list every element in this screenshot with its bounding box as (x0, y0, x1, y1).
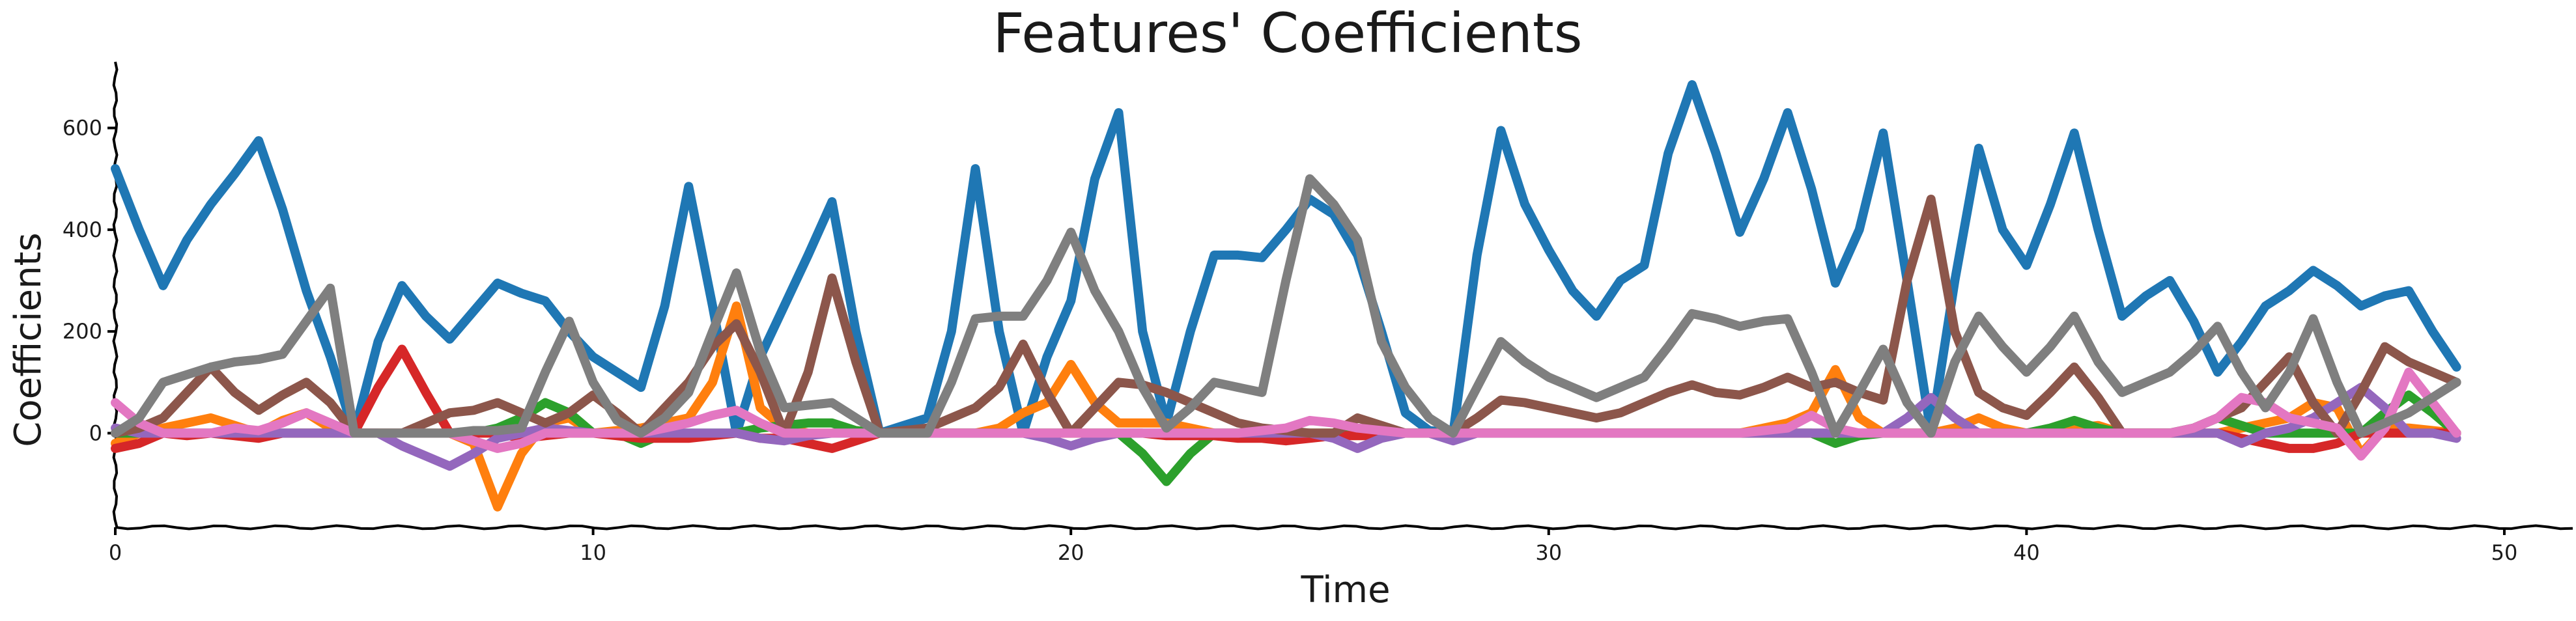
x-tick-label: 10 (580, 540, 606, 565)
x-tick-label: 30 (1535, 540, 1562, 565)
chart-title: Features' Coefficients (993, 1, 1582, 65)
x-axis-line (115, 524, 2573, 531)
y-axis-line (112, 61, 119, 528)
y-tick-label: 0 (89, 421, 102, 445)
x-tick-label: 50 (2491, 540, 2518, 565)
x-axis-label: Time (1300, 569, 1390, 611)
x-tick-label: 20 (1058, 540, 1084, 565)
series-line-8 (111, 174, 2461, 438)
y-axis-label: Coefficients (7, 232, 50, 447)
y-tick-label: 400 (63, 217, 102, 242)
x-tick-label: 40 (2013, 540, 2040, 565)
x-tick-label: 0 (109, 540, 122, 565)
series-line-7 (111, 367, 2461, 461)
axes: 0 200 400 600 0 10 20 30 40 50 (63, 61, 2573, 565)
series-line-1 (111, 80, 2461, 438)
series-layer (111, 80, 2461, 512)
y-tick-label: 600 (63, 116, 102, 141)
y-tick-label: 200 (63, 319, 102, 344)
